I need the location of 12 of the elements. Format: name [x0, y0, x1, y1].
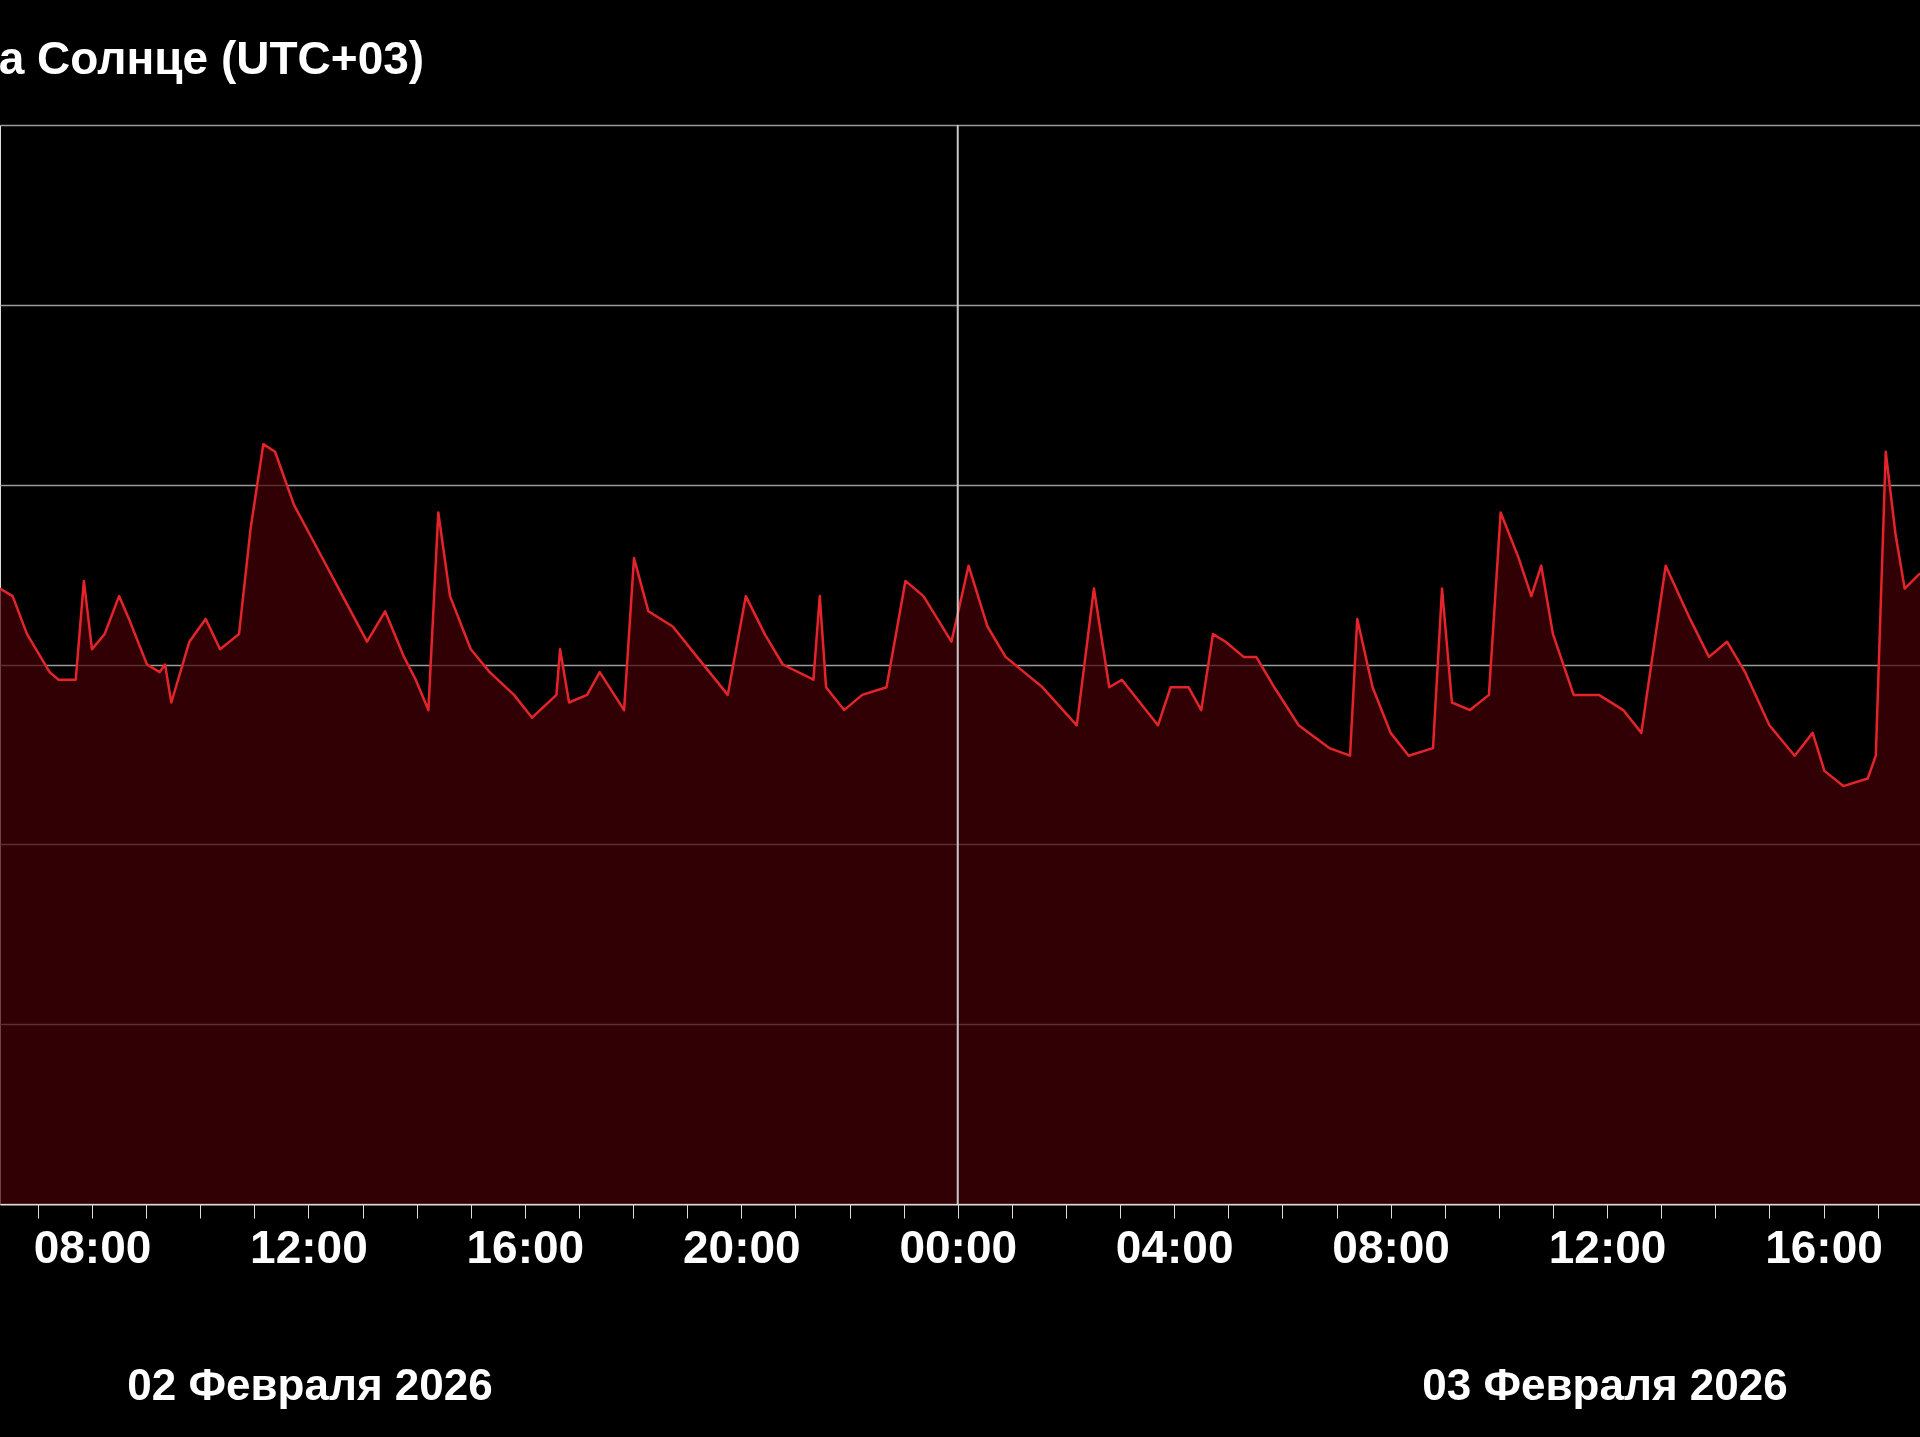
- x-tick-label: 12:00: [250, 1220, 368, 1273]
- text: 02 Февраля 2026: [127, 1360, 493, 1409]
- x-tick-label: 12:00: [1548, 1220, 1667, 1273]
- x-tick-label: 16:00: [1765, 1220, 1883, 1273]
- chart-title: а Солнце (UTC+03): [0, 32, 425, 84]
- x-tick-label: 08:00: [33, 1220, 152, 1273]
- x-tick-label: 16:00: [466, 1220, 585, 1273]
- x-tick-label: 04:00: [1115, 1220, 1234, 1273]
- x-tick-label: 08:00: [1332, 1220, 1450, 1273]
- x-tick-label: 20:00: [682, 1220, 801, 1273]
- x-tick-label: 00:00: [899, 1220, 1018, 1273]
- text: 03 Февраля 2026: [1422, 1360, 1788, 1409]
